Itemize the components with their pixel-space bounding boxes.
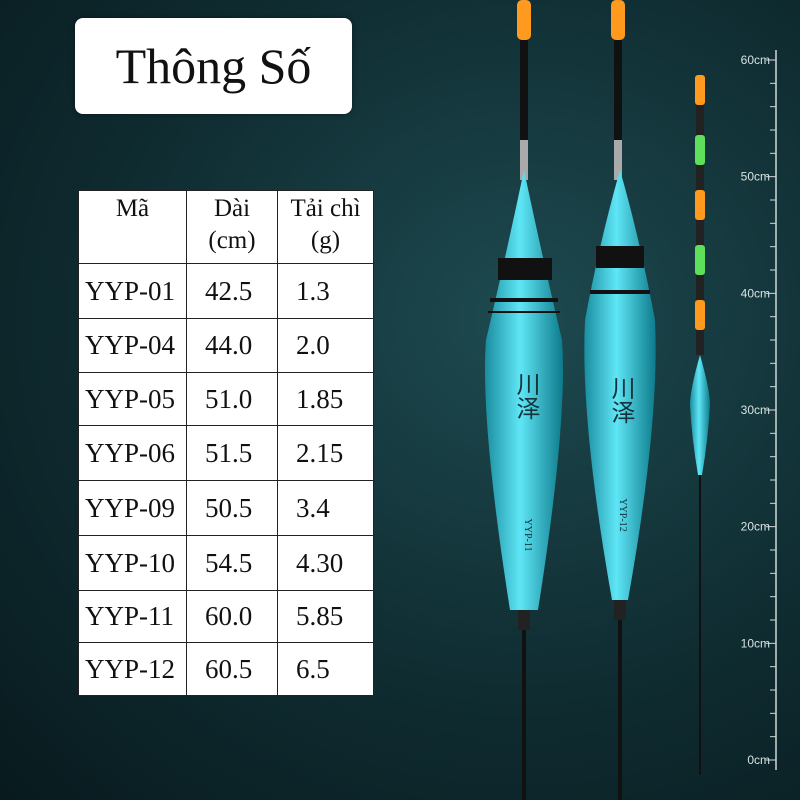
ruler-label: 40cm [741, 286, 770, 300]
header-text: Dài [213, 195, 251, 222]
ruler: 60cm 50cm 40cm 30cm 20cm 10cm 0cm [741, 53, 776, 767]
ruler-label: 30cm [741, 403, 770, 417]
table-row: YYP-01 42.5 1.3 [78, 263, 374, 319]
table-row: YYP-06 51.5 2.15 [78, 425, 374, 481]
table-cell: 3.4 [277, 480, 374, 536]
header-cell: Mã [78, 190, 187, 264]
header-text: Tải chì [290, 195, 361, 222]
table-cell: 1.85 [277, 372, 374, 426]
float-small [690, 75, 710, 775]
table-cell: 51.0 [186, 372, 278, 426]
table-row: YYP-11 60.0 5.85 [78, 590, 374, 643]
ruler-label: 60cm [741, 53, 770, 67]
table-cell: YYP-12 [78, 642, 187, 696]
table-cell: 6.5 [277, 642, 374, 696]
ruler-label: 50cm [741, 170, 770, 184]
table-cell: 60.5 [186, 642, 278, 696]
spec-table: Mã Dài (cm) Tải chì (g) YYP-01 42.5 1.3 YYP-04 44… [78, 190, 374, 696]
table-row: YYP-09 50.5 3.4 [78, 480, 374, 536]
table-row: YYP-10 54.5 4.30 [78, 535, 374, 591]
table-cell: 44.0 [186, 318, 278, 373]
header-text: (g) [310, 227, 341, 254]
table-row: YYP-05 51.0 1.85 [78, 372, 374, 426]
header-cell: Tải chì (g) [277, 190, 374, 264]
table-cell: 2.15 [277, 425, 374, 481]
table-cell: YYP-05 [78, 372, 187, 426]
ruler-label: 0cm [747, 753, 770, 767]
table-cell: 1.3 [277, 263, 374, 319]
table-cell: 5.85 [277, 590, 374, 643]
ruler-label: 20cm [741, 520, 770, 534]
float-model: YYP-12 [617, 498, 628, 531]
ruler-label: 10cm [741, 636, 770, 650]
table-cell: YYP-09 [78, 480, 187, 536]
table-cell: 2.0 [277, 318, 374, 373]
table-cell: 42.5 [186, 263, 278, 319]
table-cell: YYP-04 [78, 318, 187, 373]
table-cell: YYP-11 [78, 590, 187, 643]
float-brand: 川泽 [607, 376, 635, 424]
header-text: (cm) [208, 227, 256, 254]
table-row: YYP-04 44.0 2.0 [78, 318, 374, 373]
header-row: Mã Dài (cm) Tải chì (g) [78, 190, 374, 264]
header-cell: Dài (cm) [186, 190, 278, 264]
table-cell: YYP-06 [78, 425, 187, 481]
title: Thông Số [75, 18, 352, 114]
table-cell: 54.5 [186, 535, 278, 591]
table-cell: 60.0 [186, 590, 278, 643]
table-cell: 50.5 [186, 480, 278, 536]
table-cell: 4.30 [277, 535, 374, 591]
table-cell: YYP-01 [78, 263, 187, 319]
table-cell: YYP-10 [78, 535, 187, 591]
float-1 [485, 0, 563, 800]
float-2 [584, 0, 656, 800]
table-cell: 51.5 [186, 425, 278, 481]
table-row: YYP-12 60.5 6.5 [78, 642, 374, 696]
header-text: Mã [115, 195, 150, 222]
float-model: YYP-11 [522, 519, 533, 552]
float-brand: 川泽 [512, 372, 540, 420]
